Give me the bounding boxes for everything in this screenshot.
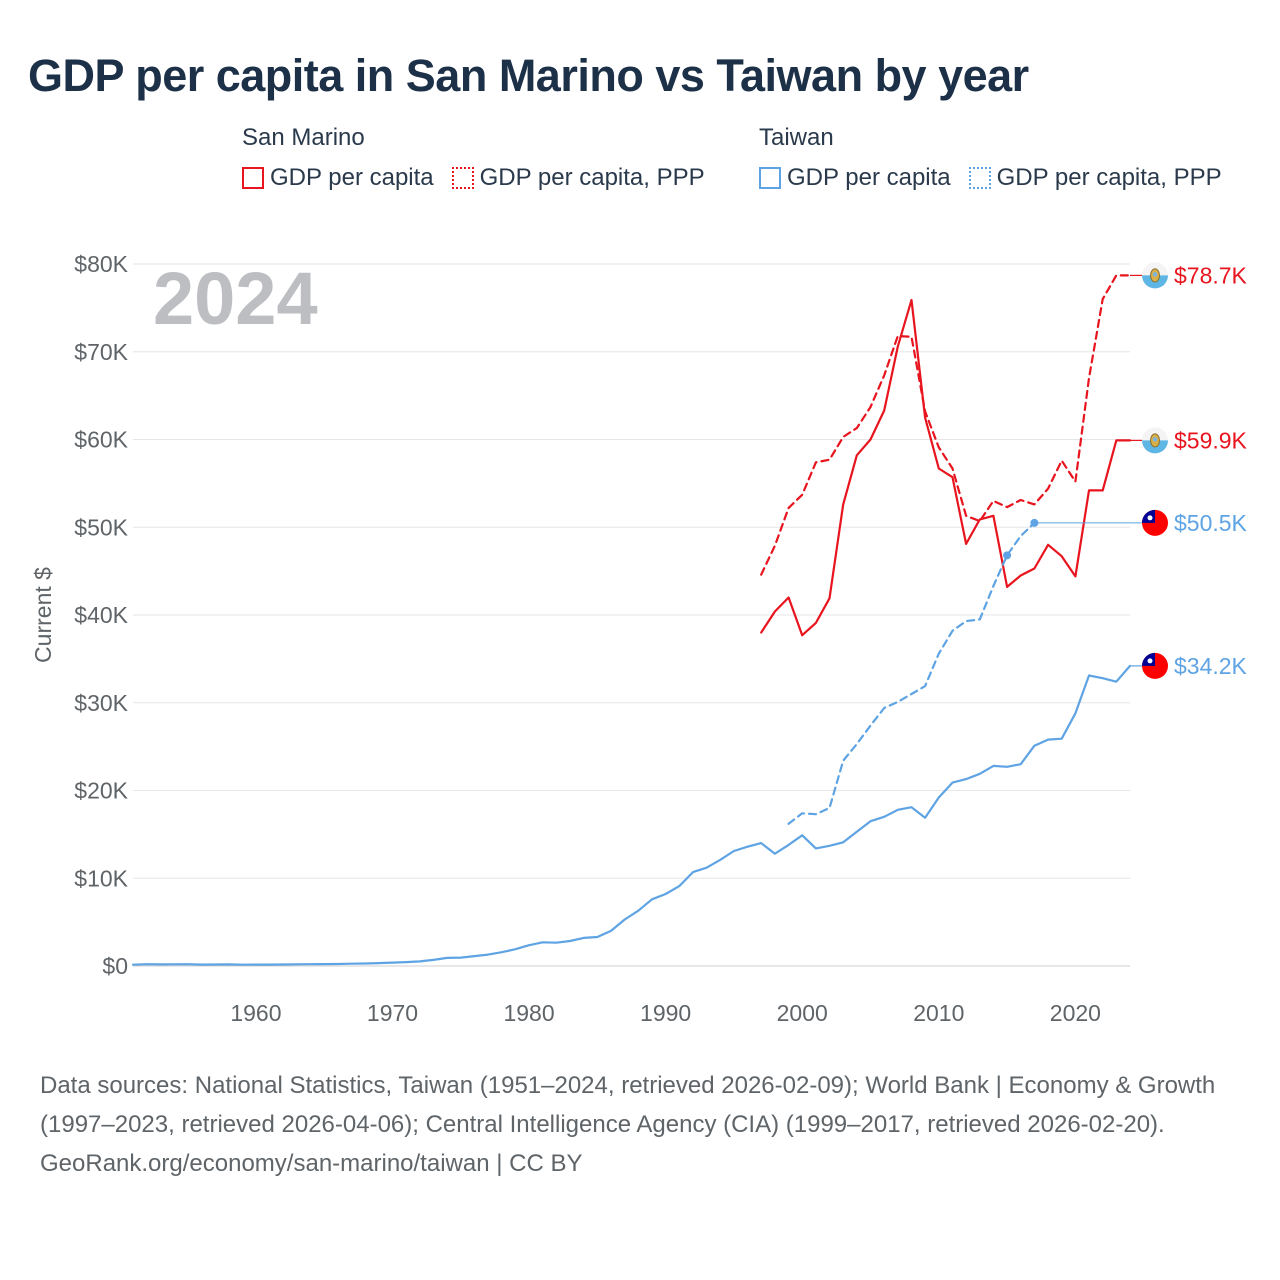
legend-item-san-marino-gdp[interactable]: GDP per capita: [242, 164, 434, 192]
legend-label: GDP per capita, PPP: [479, 164, 705, 191]
flag-crest-center: [1152, 272, 1158, 277]
y-tick-label: $40K: [74, 602, 128, 628]
legend-item-san-marino-ppp[interactable]: GDP per capita, PPP: [451, 164, 705, 192]
x-tick-label: 1980: [503, 1000, 554, 1026]
end-value-label: $78.7K: [1174, 262, 1248, 288]
legend-group-taiwan: Taiwan GDP per capita GDP per capita, PP…: [759, 124, 1222, 192]
y-tick-label: $70K: [74, 339, 128, 365]
x-tick-label: 1990: [640, 1000, 691, 1026]
x-tick-label: 2020: [1050, 1000, 1101, 1026]
y-tick-label: $60K: [74, 427, 128, 453]
legend-group-name: San Marino: [242, 124, 365, 151]
flag-sun: [1147, 515, 1153, 521]
chart-title: GDP per capita in San Marino vs Taiwan b…: [28, 50, 1029, 101]
x-tick-label: 2010: [913, 1000, 964, 1026]
x-tick-label: 1960: [230, 1000, 281, 1026]
series-line-0: [760, 274, 1132, 576]
legend-swatch-dotted: [968, 167, 991, 189]
legend-swatch-solid: [242, 167, 264, 189]
x-tick-label: 1970: [367, 1000, 418, 1026]
legend-swatch-solid: [759, 167, 781, 189]
series-line-1: [760, 298, 1132, 637]
x-tick-label: 2000: [777, 1000, 828, 1026]
y-axis-label: Current $: [30, 567, 56, 663]
legend-item-taiwan-ppp[interactable]: GDP per capita, PPP: [968, 164, 1222, 192]
line-chart: $0 $10K $20K $30K $40K $50K $60K $70K $80K 1960 19…: [30, 251, 1248, 1026]
year-watermark: 2024: [153, 257, 318, 340]
y-tick-label: $20K: [74, 778, 128, 804]
legend-swatch-dotted: [451, 167, 474, 189]
legend-label: GDP per capita: [270, 164, 434, 191]
end-value-label: $50.5K: [1174, 510, 1248, 536]
legend-label: GDP per capita, PPP: [996, 164, 1222, 191]
y-tick-label: $10K: [74, 865, 128, 891]
end-value-label: $59.9K: [1174, 427, 1248, 453]
legend-group-san-marino: San Marino GDP per capita GDP per capita…: [242, 124, 705, 192]
y-tick-label: $50K: [74, 514, 128, 540]
flag-crest-center: [1152, 437, 1158, 442]
end-value-label: $34.2K: [1174, 653, 1248, 679]
flag-sun: [1147, 658, 1153, 664]
legend-item-taiwan-gdp[interactable]: GDP per capita: [759, 164, 951, 192]
y-tick-label: $30K: [74, 690, 128, 716]
legend-group-name: Taiwan: [759, 124, 834, 151]
series-line-2: [787, 521, 1036, 825]
legend-label: GDP per capita: [787, 164, 951, 191]
y-tick-label: $80K: [74, 251, 128, 277]
y-tick-label: $0: [102, 953, 128, 979]
footer: Data sources: National Statistics, Taiwa…: [40, 1066, 1240, 1183]
series-marker: [1003, 551, 1012, 560]
credit-link[interactable]: GeoRank.org/economy/san-marino/taiwan | …: [40, 1150, 583, 1177]
series-line-3: [131, 664, 1132, 966]
data-sources: Data sources: National Statistics, Taiwa…: [40, 1072, 1216, 1138]
